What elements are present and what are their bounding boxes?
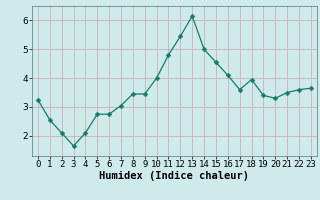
X-axis label: Humidex (Indice chaleur): Humidex (Indice chaleur) (100, 171, 249, 181)
